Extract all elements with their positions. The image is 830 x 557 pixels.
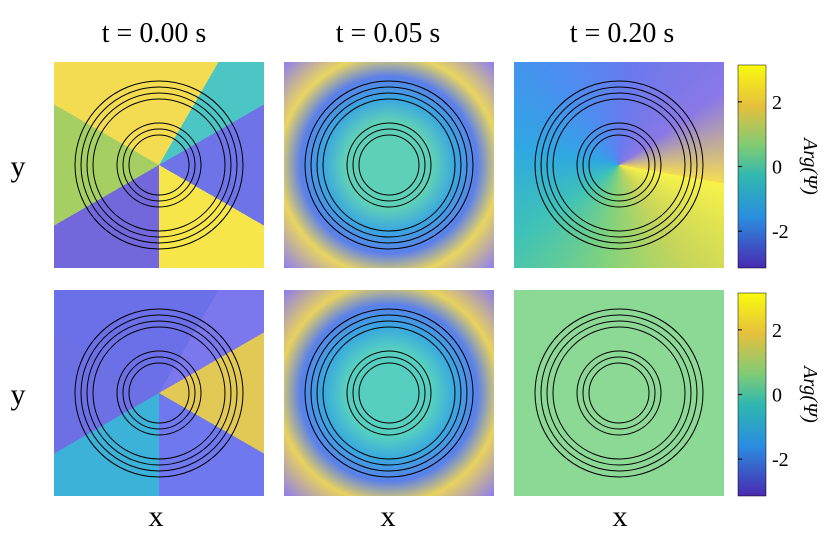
column-title: t = 0.05 s xyxy=(336,18,440,49)
contour xyxy=(122,356,196,430)
tick-label: 2 xyxy=(772,92,782,114)
contour xyxy=(310,86,468,244)
tick-label: 2 xyxy=(772,320,782,342)
contour xyxy=(86,320,232,466)
contour xyxy=(128,362,190,424)
contour xyxy=(534,308,704,478)
contour xyxy=(122,128,196,202)
x-label: x xyxy=(613,500,628,533)
phase-map xyxy=(514,62,724,268)
y-label: y xyxy=(11,150,26,183)
x-label: x xyxy=(381,500,396,533)
contour xyxy=(310,314,468,472)
contour xyxy=(582,128,656,202)
contour xyxy=(304,80,474,250)
contour xyxy=(352,356,426,430)
contour xyxy=(346,122,432,208)
contour xyxy=(358,134,420,196)
contours xyxy=(74,80,704,478)
contour xyxy=(116,122,202,208)
contour xyxy=(316,320,462,466)
contour xyxy=(552,98,686,232)
column-title: t = 0.00 s xyxy=(102,18,206,49)
contour xyxy=(540,86,698,244)
contour xyxy=(80,314,238,472)
contour xyxy=(576,350,662,436)
contour xyxy=(552,326,686,460)
contour xyxy=(534,80,704,250)
contour xyxy=(588,362,650,424)
contour xyxy=(322,326,456,460)
y-label: y xyxy=(11,378,26,411)
column-title: t = 0.20 s xyxy=(570,18,674,49)
contour xyxy=(540,314,698,472)
contour xyxy=(92,326,226,460)
phase-map xyxy=(284,62,494,268)
contour xyxy=(546,92,692,238)
contour xyxy=(86,92,232,238)
contour xyxy=(74,80,244,250)
contour xyxy=(346,350,432,436)
tick-label: -2 xyxy=(772,449,789,471)
tick-label: -2 xyxy=(772,221,789,243)
contour xyxy=(116,350,202,436)
contour xyxy=(352,128,426,202)
colorbar xyxy=(737,64,767,269)
phase-map xyxy=(514,290,724,496)
contour xyxy=(576,122,662,208)
contour xyxy=(92,98,226,232)
contour xyxy=(588,134,650,196)
tick-label: 0 xyxy=(772,157,782,179)
colorbar-label: Arg(Ψ) xyxy=(799,364,821,423)
contour xyxy=(582,356,656,430)
colorbar-label: Arg(Ψ) xyxy=(799,136,821,195)
contour xyxy=(358,362,420,424)
tick-label: 0 xyxy=(772,385,782,407)
phase-map xyxy=(54,62,264,268)
phase-map xyxy=(284,290,494,496)
phase-map xyxy=(54,290,264,496)
contour xyxy=(546,320,692,466)
contour xyxy=(128,134,190,196)
colorbar xyxy=(737,292,767,497)
x-label: x xyxy=(149,500,164,533)
contour xyxy=(80,86,238,244)
contour xyxy=(304,308,474,478)
contour xyxy=(74,308,244,478)
contour xyxy=(322,98,456,232)
contour xyxy=(316,92,462,238)
